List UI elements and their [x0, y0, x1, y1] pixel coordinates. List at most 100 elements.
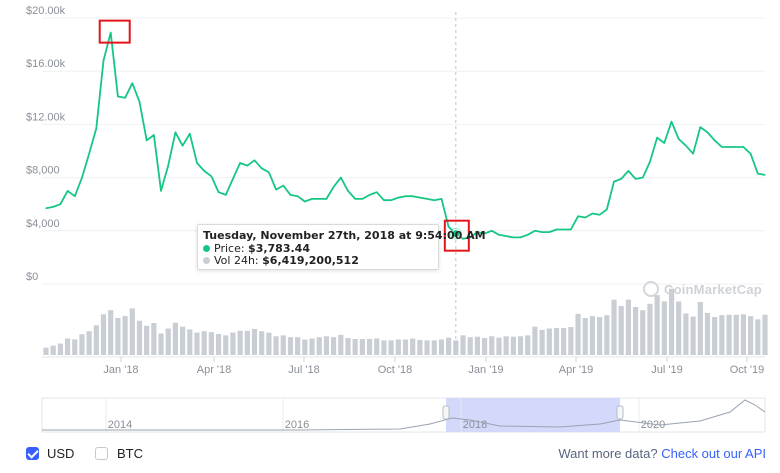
volume-bar — [50, 345, 56, 355]
hover-point[interactable] — [451, 229, 461, 239]
volume-bar — [259, 331, 265, 355]
price-point — [196, 162, 198, 164]
volume-bar — [352, 339, 358, 355]
volume-bar — [446, 337, 452, 355]
price-point — [634, 178, 637, 180]
volume-bar — [381, 340, 387, 355]
price-point — [433, 199, 435, 201]
tooltip-volume-label: Vol 24h: — [214, 254, 259, 267]
btc-checkbox[interactable] — [95, 447, 108, 460]
price-point — [476, 231, 478, 233]
volume-bar — [647, 303, 653, 355]
price-point — [146, 139, 148, 141]
volume-bar — [503, 336, 509, 355]
price-point — [577, 215, 579, 217]
hover-annotation-box — [443, 219, 470, 252]
volume-bar — [762, 314, 768, 355]
price-point — [376, 191, 378, 193]
volume-bar — [712, 317, 718, 355]
price-point — [354, 198, 356, 200]
volume-bar — [489, 336, 495, 355]
price-point — [627, 170, 629, 172]
volume-bar — [755, 319, 761, 355]
price-point — [563, 228, 565, 231]
api-promo-text: Want more data? — [558, 446, 658, 461]
price-point — [95, 127, 97, 129]
volume-bar — [165, 328, 171, 355]
volume-bar — [517, 336, 524, 355]
navigator-year-label: 2020 — [641, 419, 665, 431]
price-point — [714, 139, 716, 141]
price-point — [297, 195, 299, 197]
price-point — [541, 231, 543, 233]
price-chart[interactable]: $20.00k $16.00k $12.00k $8,000 $4,000 $0 Jan … — [0, 0, 780, 440]
price-point — [347, 190, 349, 192]
volume-bar — [726, 314, 732, 355]
price-point — [764, 174, 766, 176]
volume-bar — [79, 334, 85, 355]
chart-footer: USD BTC Want more data? Check out our AP… — [0, 444, 780, 468]
price-point — [620, 178, 622, 180]
volume-bar — [575, 313, 581, 355]
price-point — [124, 97, 126, 99]
price-point — [275, 188, 277, 191]
price-point — [440, 198, 443, 200]
volume-bar — [144, 325, 150, 355]
volume-bar — [180, 326, 186, 355]
price-point — [419, 196, 421, 199]
volume-bar — [676, 301, 682, 355]
price-point — [325, 198, 328, 200]
volume-bar — [64, 338, 71, 355]
volume-bar — [690, 316, 696, 355]
y-tick-label: $4,000 — [26, 218, 60, 230]
price-point — [591, 212, 594, 215]
volume-bar — [467, 337, 473, 355]
navigator-frame — [41, 397, 766, 433]
api-link[interactable]: Check out our API — [661, 446, 766, 461]
price-point — [390, 199, 392, 201]
volume-bar — [704, 312, 711, 355]
price-point — [268, 171, 270, 173]
price-point — [253, 159, 256, 161]
navigator-handle[interactable] — [442, 405, 450, 420]
usd-checkbox[interactable] — [26, 447, 39, 460]
tooltip-volume-value: $6,419,200,512 — [262, 254, 359, 267]
usd-toggle-label[interactable]: USD — [47, 446, 75, 461]
price-point — [527, 234, 529, 236]
navigator-handle[interactable] — [616, 405, 624, 420]
price-point — [555, 228, 558, 231]
volume-bar — [582, 317, 588, 355]
price-point — [88, 153, 90, 155]
volume-bar — [57, 343, 63, 355]
tooltip-price-label: Price: — [214, 242, 245, 255]
volume-bar — [661, 301, 667, 355]
price-point — [167, 165, 169, 167]
peak-annotation-box — [98, 19, 131, 44]
price-point — [59, 203, 61, 205]
price-point — [383, 199, 385, 201]
volume-bar — [93, 325, 99, 355]
y-tick-label: $16.00k — [26, 58, 66, 70]
price-point — [735, 146, 737, 148]
price-point — [74, 195, 76, 197]
volume-bar — [151, 323, 157, 355]
volume-bar — [100, 314, 107, 355]
volume-bar — [72, 339, 78, 355]
x-tick-label: Apr '19 — [559, 364, 594, 376]
volume-bar — [43, 347, 49, 355]
price-point — [534, 230, 536, 232]
price-point — [757, 173, 759, 175]
price-point — [261, 167, 263, 169]
volume-bar — [309, 338, 315, 355]
hover-tooltip: Tuesday, November 27th, 2018 at 9:54:00 … — [197, 224, 486, 270]
btc-toggle-label[interactable]: BTC — [117, 446, 143, 461]
volume-bar — [568, 327, 574, 355]
price-point — [239, 162, 241, 164]
volume-bar — [410, 338, 416, 355]
price-point — [606, 208, 608, 211]
price-point — [728, 146, 730, 148]
price-point — [282, 184, 284, 187]
x-tick-label: Oct '18 — [378, 364, 413, 376]
annotations — [98, 19, 470, 252]
price-point — [721, 146, 723, 148]
